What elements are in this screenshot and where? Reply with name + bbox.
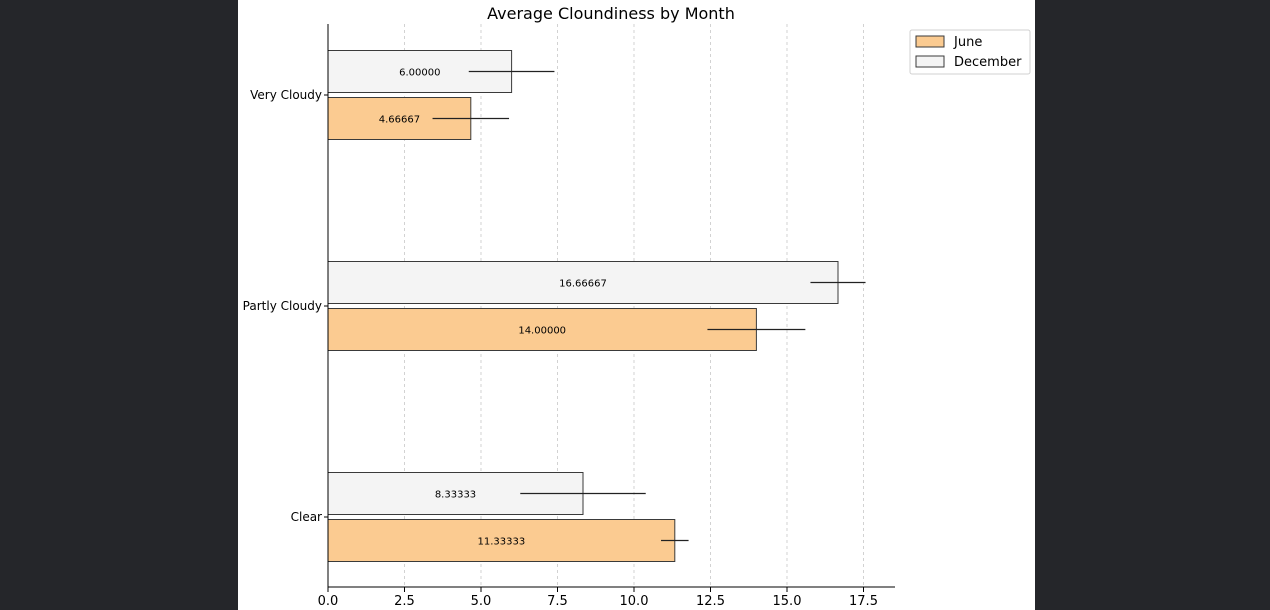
- error-bars: [432, 70, 866, 542]
- legend-label-december: December: [954, 55, 1022, 70]
- bar-value-label-june-very-cloudy: 4.66667: [379, 115, 420, 126]
- y-ticks: Clear Partly Cloudy Very Cloudy: [243, 88, 328, 524]
- x-tick-label: 10.0: [620, 594, 649, 609]
- chart-figure: Average Cloundiness by Month 11.33333 14.…: [238, 0, 1035, 610]
- legend-swatch-june: [915, 35, 945, 48]
- bar-value-label-june-partly-cloudy: 14.00000: [518, 326, 566, 337]
- x-tick-label: 5.0: [471, 594, 492, 609]
- x-ticks: 0.0 2.5 5.0 7.5 10.0 12.5 15.0 17.5: [318, 587, 878, 609]
- bar-value-labels: 11.33333 14.00000 4.66667 8.33333 16.66667 6.…: [379, 68, 607, 548]
- legend: June December: [909, 29, 1031, 75]
- x-tick-label: 12.5: [696, 594, 725, 609]
- x-tick-label: 15.0: [773, 594, 802, 609]
- bar-value-label-december-very-cloudy: 6.00000: [399, 68, 440, 79]
- y-tick-label-clear: Clear: [291, 510, 322, 524]
- x-tick-label: 2.5: [394, 594, 415, 609]
- bar-value-label-december-clear: 8.33333: [435, 490, 476, 501]
- y-tick-label-very-cloudy: Very Cloudy: [250, 88, 322, 102]
- bar-value-label-june-clear: 11.33333: [478, 537, 526, 548]
- y-tick-label-partly-cloudy: Partly Cloudy: [243, 299, 322, 313]
- x-tick-label: 17.5: [849, 594, 878, 609]
- x-tick-label: 0.0: [318, 594, 339, 609]
- bar-chart: Average Cloundiness by Month 11.33333 14.…: [243, 4, 1031, 609]
- x-tick-label: 7.5: [547, 594, 568, 609]
- legend-swatch-december: [915, 55, 945, 68]
- chart-title: Average Cloundiness by Month: [487, 4, 735, 23]
- legend-label-june: June: [953, 35, 982, 50]
- bar-value-label-december-partly-cloudy: 16.66667: [559, 279, 607, 290]
